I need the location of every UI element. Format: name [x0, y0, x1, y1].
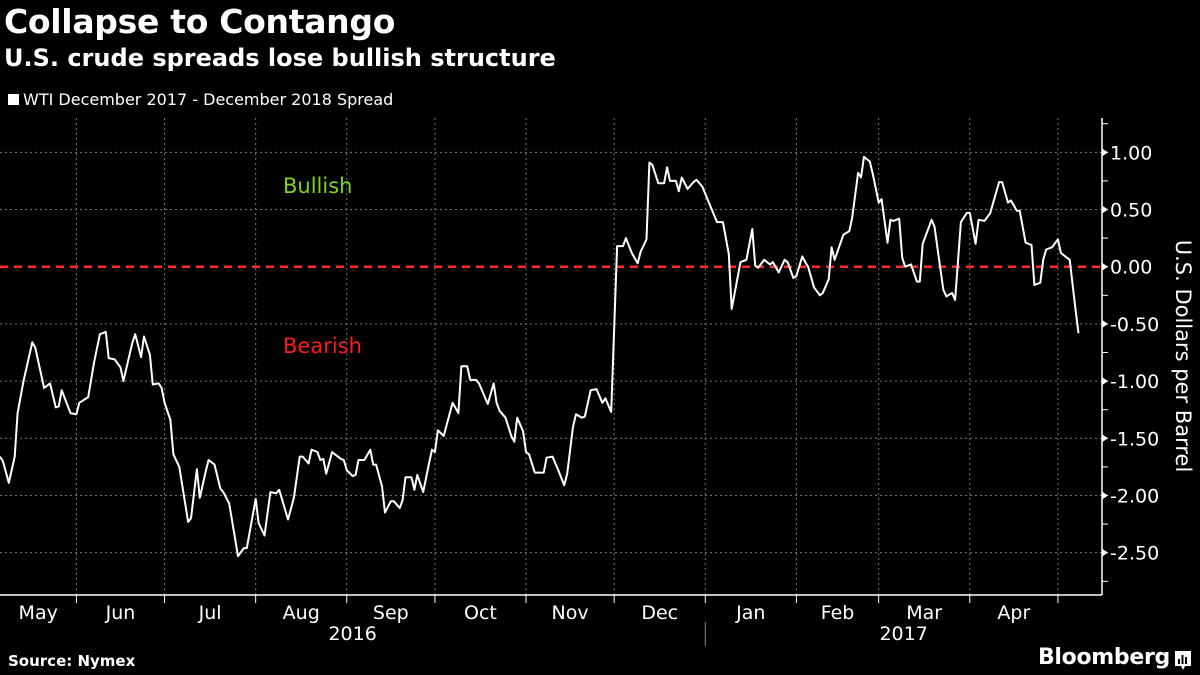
x-month-label: Dec [641, 602, 678, 624]
x-month-label: Jul [198, 602, 222, 624]
x-month-label: Jun [105, 602, 136, 624]
x-month-label: Oct [464, 602, 497, 624]
y-tick-label: -0.50 [1110, 314, 1159, 336]
legend-swatch [8, 94, 19, 105]
y-tick-label: -1.00 [1110, 371, 1159, 393]
series-line [0, 155, 1080, 558]
x-month-label: Jan [735, 602, 765, 624]
bearish-annotation: Bearish [283, 334, 362, 358]
x-month-label: Sep [373, 602, 409, 624]
x-month-label: May [19, 602, 58, 624]
x-month-label: Aug [283, 602, 320, 624]
legend: WTI December 2017 - December 2018 Spread [8, 90, 393, 109]
x-year-label: 2017 [879, 623, 927, 645]
source-note: Source: Nymex [8, 652, 136, 670]
x-month-label: Apr [997, 602, 1030, 624]
y-tick-label: -1.50 [1110, 428, 1159, 450]
bloomberg-logo: Bloomberg [1037, 645, 1170, 670]
chart-subtitle: U.S. crude spreads lose bullish structur… [4, 44, 556, 72]
x-month-label: Feb [821, 602, 855, 624]
bloomberg-chart-icon [1175, 651, 1191, 670]
y-tick-label: -2.50 [1110, 543, 1159, 565]
y-tick-label: 1.00 [1110, 142, 1152, 164]
x-year-label: 2016 [328, 623, 376, 645]
y-tick-label: 0.00 [1110, 257, 1152, 279]
y-tick-label: -2.00 [1110, 485, 1159, 507]
legend-label: WTI December 2017 - December 2018 Spread [23, 90, 394, 109]
x-month-label: Mar [906, 602, 942, 624]
y-axis-label: U.S. Dollars per Barrel [1171, 240, 1195, 473]
y-tick-label: 0.50 [1110, 200, 1152, 222]
chart-title: Collapse to Contango [4, 2, 396, 41]
x-month-label: Nov [552, 602, 589, 624]
bullish-annotation: Bullish [283, 174, 352, 198]
